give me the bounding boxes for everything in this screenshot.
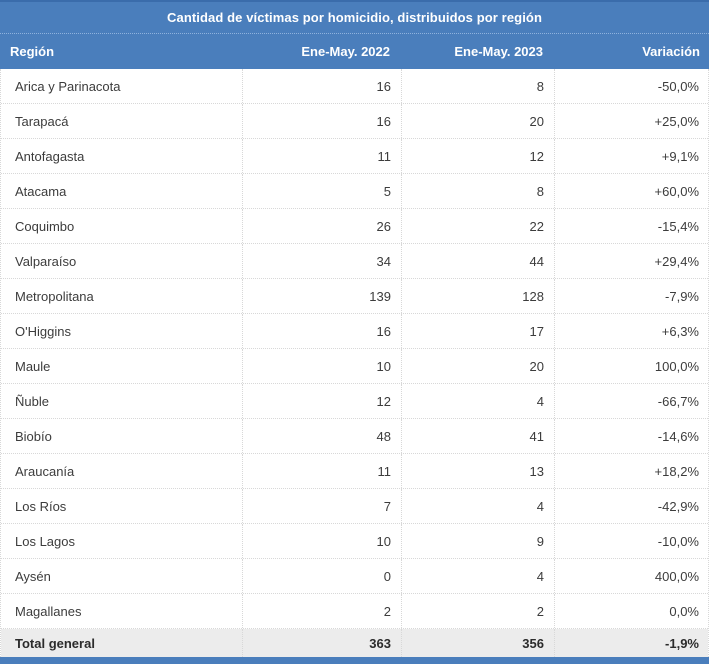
value-2023-cell: 41	[401, 419, 554, 453]
table-header-row: Región Ene-May. 2022 Ene-May. 2023 Varia…	[0, 33, 709, 69]
value-2022-cell: 16	[242, 314, 401, 348]
region-cell: Los Ríos	[15, 498, 67, 514]
table-title: Cantidad de víctimas por homicidio, dist…	[167, 10, 542, 25]
bottom-accent-bar	[0, 657, 709, 664]
region-cell: Araucanía	[15, 463, 75, 479]
value-2023-cell: 4	[401, 559, 554, 593]
variation-cell: +29,4%	[554, 244, 708, 278]
region-cell: Biobío	[15, 428, 52, 444]
value-2023-cell: 20	[401, 349, 554, 383]
value-2023-cell: 2	[401, 594, 554, 628]
total-2023-cell: 356	[401, 629, 554, 657]
region-cell: O'Higgins	[15, 323, 71, 339]
value-2023-cell: 4	[401, 489, 554, 523]
table-row: Maule 10 20 100,0%	[1, 349, 708, 384]
table-row: Arica y Parinacota 16 8 -50,0%	[1, 69, 708, 104]
region-cell: Maule	[15, 358, 51, 374]
value-2022-cell: 34	[242, 244, 401, 278]
value-2022-cell: 16	[242, 104, 401, 138]
value-2023-cell: 128	[401, 279, 554, 313]
table-row: Magallanes 2 2 0,0%	[1, 594, 708, 629]
table-row: Atacama 5 8 +60,0%	[1, 174, 708, 209]
value-2022-cell: 10	[242, 349, 401, 383]
variation-cell: 400,0%	[554, 559, 708, 593]
variation-cell: -10,0%	[554, 524, 708, 558]
value-2023-cell: 8	[401, 174, 554, 208]
total-variation-cell: -1,9%	[554, 629, 708, 657]
value-2022-cell: 48	[242, 419, 401, 453]
variation-cell: -15,4%	[554, 209, 708, 243]
variation-cell: +6,3%	[554, 314, 708, 348]
value-2022-cell: 12	[242, 384, 401, 418]
variation-cell: -50,0%	[554, 69, 708, 103]
value-2022-cell: 139	[242, 279, 401, 313]
col-header-region: Región	[10, 44, 55, 59]
region-cell: Antofagasta	[15, 148, 85, 164]
table-row: Antofagasta 11 12 +9,1%	[1, 139, 708, 174]
col-header-variacion: Variación	[642, 44, 700, 59]
value-2022-cell: 26	[242, 209, 401, 243]
table-row: Araucanía 11 13 +18,2%	[1, 454, 708, 489]
value-2023-cell: 17	[401, 314, 554, 348]
value-2023-cell: 12	[401, 139, 554, 173]
region-cell: Valparaíso	[15, 253, 77, 269]
table-row: Los Ríos 7 4 -42,9%	[1, 489, 708, 524]
value-2023-cell: 9	[401, 524, 554, 558]
value-2023-cell: 20	[401, 104, 554, 138]
table-row: Aysén 0 4 400,0%	[1, 559, 708, 594]
variation-cell: 100,0%	[554, 349, 708, 383]
region-cell: Aysén	[15, 568, 51, 584]
table-title-bar: Cantidad de víctimas por homicidio, dist…	[0, 0, 709, 33]
variation-cell: 0,0%	[554, 594, 708, 628]
value-2022-cell: 16	[242, 69, 401, 103]
region-cell: Los Lagos	[15, 533, 75, 549]
table-row: Los Lagos 10 9 -10,0%	[1, 524, 708, 559]
value-2022-cell: 10	[242, 524, 401, 558]
col-header-ene-may-2022: Ene-May. 2022	[301, 44, 390, 59]
value-2022-cell: 2	[242, 594, 401, 628]
table-row: Ñuble 12 4 -66,7%	[1, 384, 708, 419]
variation-cell: -66,7%	[554, 384, 708, 418]
region-cell: Tarapacá	[15, 113, 69, 129]
value-2023-cell: 44	[401, 244, 554, 278]
value-2022-cell: 0	[242, 559, 401, 593]
region-cell: Magallanes	[15, 603, 82, 619]
region-cell: Ñuble	[15, 393, 49, 409]
value-2023-cell: 4	[401, 384, 554, 418]
variation-cell: +18,2%	[554, 454, 708, 488]
value-2022-cell: 5	[242, 174, 401, 208]
table-row: Valparaíso 34 44 +29,4%	[1, 244, 708, 279]
region-cell: Metropolitana	[15, 288, 94, 304]
table-body: Arica y Parinacota 16 8 -50,0% Tarapacá …	[0, 69, 709, 657]
table-row: Coquimbo 26 22 -15,4%	[1, 209, 708, 244]
region-cell: Coquimbo	[15, 218, 75, 234]
table-row: O'Higgins 16 17 +6,3%	[1, 314, 708, 349]
variation-cell: +60,0%	[554, 174, 708, 208]
variation-cell: +9,1%	[554, 139, 708, 173]
table-row: Tarapacá 16 20 +25,0%	[1, 104, 708, 139]
variation-cell: -7,9%	[554, 279, 708, 313]
total-label: Total general	[15, 635, 95, 651]
total-row: Total general 363 356 -1,9%	[1, 629, 708, 657]
variation-cell: +25,0%	[554, 104, 708, 138]
table-row: Metropolitana 139 128 -7,9%	[1, 279, 708, 314]
value-2022-cell: 11	[242, 454, 401, 488]
table-row: Biobío 48 41 -14,6%	[1, 419, 708, 454]
variation-cell: -14,6%	[554, 419, 708, 453]
col-header-ene-may-2023: Ene-May. 2023	[454, 44, 543, 59]
region-cell: Arica y Parinacota	[15, 78, 121, 94]
total-2022-cell: 363	[242, 629, 401, 657]
value-2022-cell: 7	[242, 489, 401, 523]
value-2022-cell: 11	[242, 139, 401, 173]
value-2023-cell: 8	[401, 69, 554, 103]
value-2023-cell: 22	[401, 209, 554, 243]
region-cell: Atacama	[15, 183, 67, 199]
value-2023-cell: 13	[401, 454, 554, 488]
variation-cell: -42,9%	[554, 489, 708, 523]
